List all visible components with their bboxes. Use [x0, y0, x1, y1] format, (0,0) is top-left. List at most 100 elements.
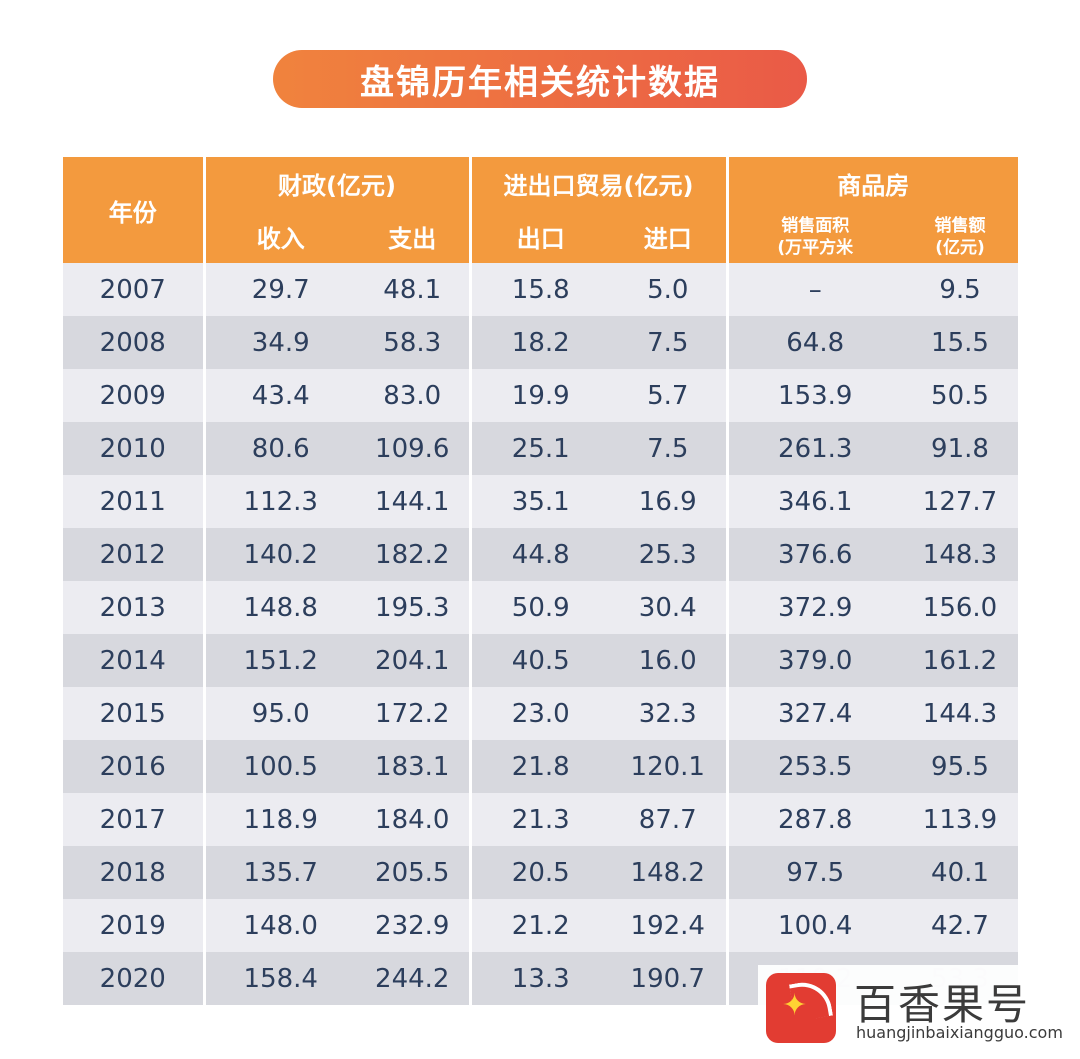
cell-year: 2014 — [63, 634, 204, 687]
cell-import: 16.9 — [610, 475, 727, 528]
cell-export: 21.8 — [468, 740, 610, 793]
table-row: 2007 29.7 48.1 15.8 5.0–9.5 — [63, 263, 1018, 316]
cell-year: 2011 — [63, 475, 204, 528]
cell-expenditure: 204.1 — [356, 634, 470, 687]
cell-export: 50.9 — [468, 581, 610, 634]
cell-year: 2007 — [63, 263, 204, 316]
cell-revenue: 118.9 — [202, 793, 356, 846]
cell-sales-area: 100.4 — [725, 899, 902, 952]
cell-sales-area: 327.4 — [725, 687, 902, 740]
cell-expenditure: 195.3 — [356, 581, 470, 634]
cell-revenue: 29.7 — [202, 263, 356, 316]
cell-sales-amount: 42.7 — [902, 899, 1018, 952]
cell-year: 2016 — [63, 740, 204, 793]
cell-export: 19.9 — [468, 369, 610, 422]
cell-import: 5.0 — [610, 263, 727, 316]
cell-export: 21.3 — [468, 793, 610, 846]
cell-year: 2018 — [63, 846, 204, 899]
cell-revenue: 80.6 — [202, 422, 356, 475]
cell-export: 23.0 — [468, 687, 610, 740]
cell-sales-amount: 9.5 — [902, 263, 1018, 316]
table-row: 2014 151.2 204.1 40.5 16.0 379.0 161.2 — [63, 634, 1018, 687]
cell-revenue: 112.3 — [202, 475, 356, 528]
cell-sales-area: 372.9 — [725, 581, 902, 634]
cell-expenditure: 205.5 — [356, 846, 470, 899]
cell-year: 2019 — [63, 899, 204, 952]
watermark-logo-icon: ✦ — [766, 973, 836, 1043]
cell-sales-amount: 15.5 — [902, 316, 1018, 369]
header-year: 年份 — [63, 157, 204, 263]
cell-export: 13.3 — [468, 952, 610, 1005]
cell-revenue: 148.0 — [202, 899, 356, 952]
table-row: 2019 148.0 232.9 21.2 192.4 100.4 42.7 — [63, 899, 1018, 952]
cell-sales-area: 253.5 — [725, 740, 902, 793]
cell-import: 192.4 — [610, 899, 727, 952]
cell-sales-area: 97.5 — [725, 846, 902, 899]
cell-year: 2010 — [63, 422, 204, 475]
table-row: 2013 148.8 195.3 50.9 30.4 372.9 156.0 — [63, 581, 1018, 634]
cell-revenue: 148.8 — [202, 581, 356, 634]
cell-revenue: 43.4 — [202, 369, 356, 422]
cell-sales-area: – — [725, 263, 902, 316]
cell-sales-amount: 144.3 — [902, 687, 1018, 740]
table-row: 2008 34.9 58.3 18.2 7.5 64.8 15.5 — [63, 316, 1018, 369]
cell-sales-amount: 161.2 — [902, 634, 1018, 687]
cell-import: 7.5 — [610, 422, 727, 475]
cell-import: 148.2 — [610, 846, 727, 899]
cell-year: 2020 — [63, 952, 204, 1005]
cell-revenue: 135.7 — [202, 846, 356, 899]
cell-sales-amount: 156.0 — [902, 581, 1018, 634]
cell-export: 20.5 — [468, 846, 610, 899]
cell-expenditure: 232.9 — [356, 899, 470, 952]
cell-export: 44.8 — [468, 528, 610, 581]
cell-revenue: 34.9 — [202, 316, 356, 369]
header-export: 出口 — [468, 210, 610, 263]
cell-import: 25.3 — [610, 528, 727, 581]
table-body: 2007 29.7 48.1 15.8 5.0–9.5 2008 34.9 58.3 18.2 7… — [63, 263, 1018, 1005]
cell-sales-amount: 113.9 — [902, 793, 1018, 846]
table-row: 2011 112.3 144.1 35.1 16.9 346.1 127.7 — [63, 475, 1018, 528]
cell-year: 2017 — [63, 793, 204, 846]
cell-year: 2013 — [63, 581, 204, 634]
table-row: 2012 140.2 182.2 44.8 25.3 376.6 148.3 — [63, 528, 1018, 581]
cell-year: 2008 — [63, 316, 204, 369]
cell-expenditure: 183.1 — [356, 740, 470, 793]
header-group-finance: 财政(亿元) — [202, 157, 470, 210]
cell-sales-amount: 40.1 — [902, 846, 1018, 899]
cell-import: 32.3 — [610, 687, 727, 740]
cell-import: 5.7 — [610, 369, 727, 422]
watermark-name: 百香果号 — [854, 980, 1031, 1029]
header-group-housing: 商品房 — [725, 157, 1018, 210]
cell-sales-area: 379.0 — [725, 634, 902, 687]
table-row: 2017 118.9 184.0 21.3 87.7 287.8 113.9 — [63, 793, 1018, 846]
page-title: 盘锦历年相关统计数据 — [273, 50, 807, 108]
cell-export: 40.5 — [468, 634, 610, 687]
header-group-trade: 进出口贸易(亿元) — [468, 157, 727, 210]
cell-revenue: 95.0 — [202, 687, 356, 740]
cell-revenue: 151.2 — [202, 634, 356, 687]
watermark: ✦ 百香果号 huangjinbaixiangguo.com — [758, 965, 1063, 1047]
cell-expenditure: 244.2 — [356, 952, 470, 1005]
cell-sales-amount: 95.5 — [902, 740, 1018, 793]
header-sales-amount: 销售额 (亿元) — [902, 210, 1018, 263]
cell-revenue: 140.2 — [202, 528, 356, 581]
cell-year: 2009 — [63, 369, 204, 422]
table-row: 2010 80.6 109.6 25.1 7.5 261.3 91.8 — [63, 422, 1018, 475]
cell-expenditure: 182.2 — [356, 528, 470, 581]
watermark-url: huangjinbaixiangguo.com — [856, 1023, 1063, 1042]
statistics-table: 年份 财政(亿元) 进出口贸易(亿元) 商品房 收入 支出 出口 进口 销售面积… — [63, 157, 1018, 1005]
cell-expenditure: 109.6 — [356, 422, 470, 475]
cell-export: 35.1 — [468, 475, 610, 528]
header-sales-area: 销售面积 (万平方米 — [725, 210, 902, 263]
cell-year: 2015 — [63, 687, 204, 740]
cell-sales-amount: 148.3 — [902, 528, 1018, 581]
cell-export: 21.2 — [468, 899, 610, 952]
cell-expenditure: 48.1 — [356, 263, 470, 316]
header-expenditure: 支出 — [356, 210, 470, 263]
cell-import: 7.5 — [610, 316, 727, 369]
cell-import: 87.7 — [610, 793, 727, 846]
cell-sales-area: 261.3 — [725, 422, 902, 475]
header-import: 进口 — [610, 210, 727, 263]
cell-sales-amount: 127.7 — [902, 475, 1018, 528]
table-row: 2018 135.7 205.5 20.5 148.2 97.5 40.1 — [63, 846, 1018, 899]
